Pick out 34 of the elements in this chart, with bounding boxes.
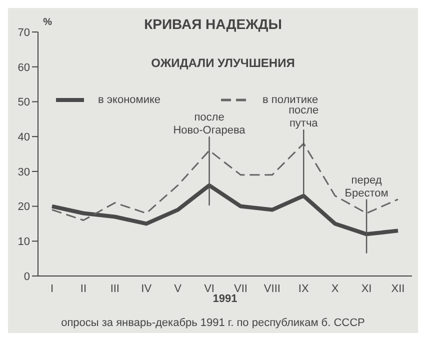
line-series (51, 142, 399, 221)
x-tick-label: V (174, 282, 182, 295)
annotation: после путча (288, 104, 319, 130)
pointer-callout: после путча (288, 104, 319, 199)
y-tick-label: 60 (18, 62, 30, 74)
x-tick-label: I (50, 282, 54, 295)
legend-label: в экономике (97, 94, 161, 106)
x-tick-label: XII (391, 282, 405, 295)
text: опросы за январь-декабрь 1991 г. по республикам б. СССР (60, 317, 366, 329)
x-tick-label: VIII (264, 282, 280, 295)
x-tick-label: IV (141, 282, 152, 295)
y-tick-label: 50 (18, 96, 30, 109)
text: ОЖИДАЛИ УЛУЧШЕНИЯ (151, 56, 295, 70)
y-axis-title: % (43, 17, 52, 28)
x-tick-label: X (331, 282, 340, 295)
annotation: после Ново-Огарева (173, 112, 246, 137)
chart-title: КРИВАЯ НАДЕЖДЫ (144, 16, 282, 32)
x-tick-label: VI (204, 282, 214, 295)
pointer-callout: после Ново-Огарева (173, 112, 246, 206)
x-axis-title: 1991 (212, 293, 238, 305)
legend-label: в политике (262, 94, 318, 106)
x-tick-label: II (80, 282, 87, 295)
pointer-callout: перед Брестом (344, 174, 388, 254)
annotation: перед Брестом (344, 174, 388, 200)
x-tick-label: XI (361, 282, 372, 295)
y-tick-label: 0 (24, 270, 30, 283)
x-tick-label: IX (298, 282, 310, 295)
y-tick-label: 10 (18, 236, 30, 248)
y-tick-label: 40 (18, 131, 30, 144)
y-tick-label: 30 (18, 166, 30, 178)
x-tick-label: VII (234, 282, 248, 295)
y-tick-label: 70 (18, 26, 30, 39)
x-tick-label: III (110, 282, 120, 295)
y-tick-label: 20 (18, 201, 30, 214)
